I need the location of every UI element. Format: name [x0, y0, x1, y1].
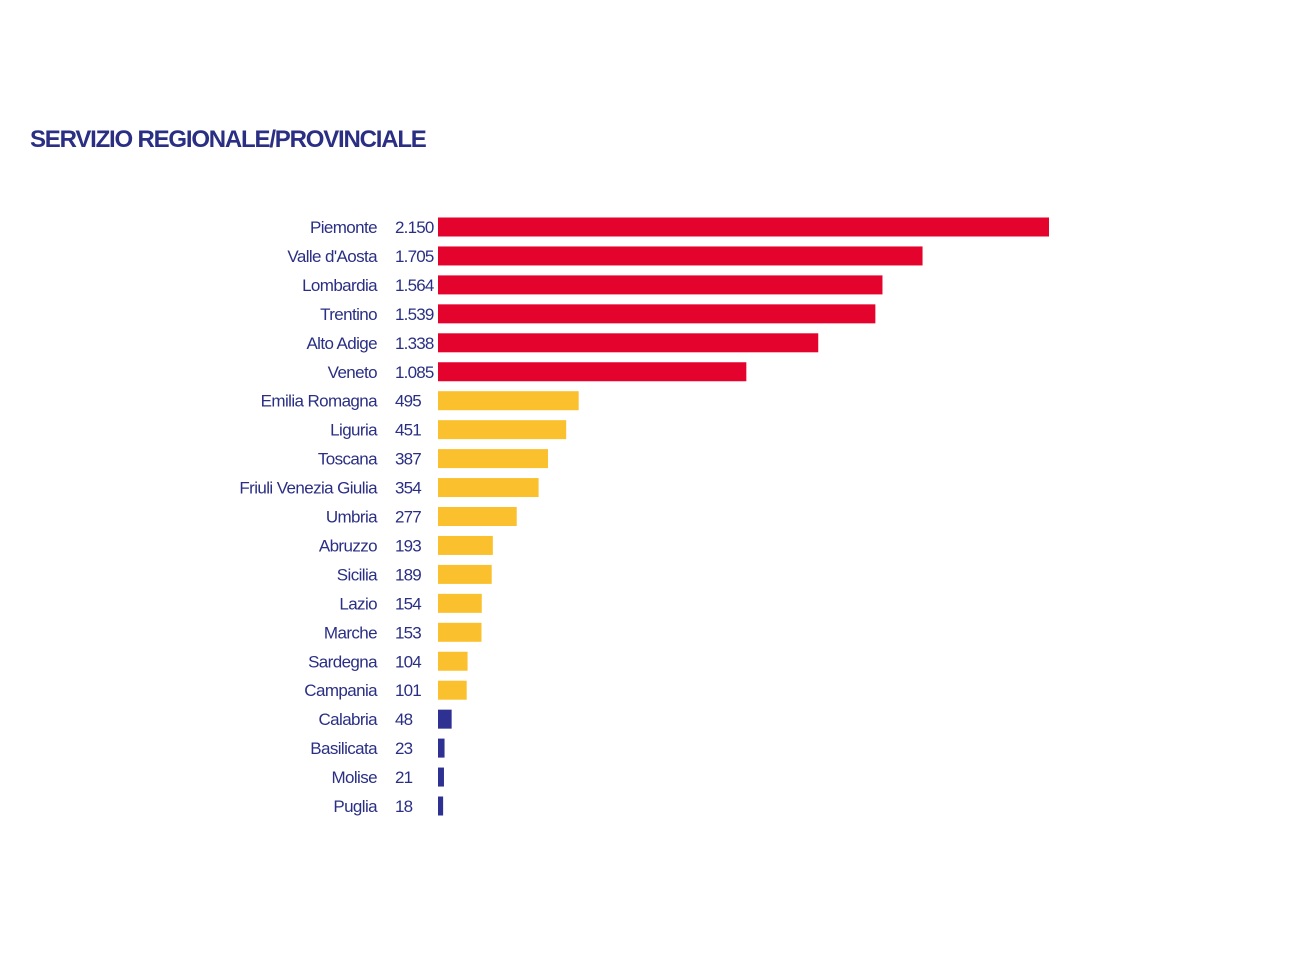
category-label: Piemonte — [310, 218, 377, 237]
category-label: Veneto — [328, 363, 377, 382]
value-label: 1.564 — [395, 276, 434, 295]
value-label: 1.705 — [395, 247, 434, 266]
bar-friuli-venezia-giulia — [438, 478, 539, 498]
bar-lombardia — [438, 275, 883, 295]
chart-title: SERVIZIO REGIONALE/PROVINCIALE — [30, 126, 427, 153]
bar-calabria — [438, 709, 452, 729]
category-label: Alto Adige — [306, 334, 377, 353]
value-label: 189 — [395, 565, 421, 584]
value-label: 21 — [395, 768, 413, 787]
category-label: Marche — [324, 623, 377, 642]
bar-trentino — [438, 304, 876, 324]
bar-puglia — [438, 796, 444, 816]
value-label: 18 — [395, 797, 413, 816]
bar-valle-d-aosta — [438, 246, 923, 266]
value-label: 154 — [395, 594, 421, 613]
bar-marche — [438, 622, 482, 642]
category-label: Toscana — [318, 450, 378, 469]
bar-liguria — [438, 420, 567, 440]
category-label: Basilicata — [310, 739, 378, 758]
value-label: 451 — [395, 421, 421, 440]
value-label: 104 — [395, 652, 421, 671]
category-label: Emilia Romagna — [261, 392, 378, 411]
category-label: Liguria — [330, 421, 378, 440]
bar-veneto — [438, 362, 747, 382]
category-label: Lazio — [339, 594, 377, 613]
bar-campania — [438, 680, 467, 700]
bar-toscana — [438, 449, 548, 469]
category-label: Puglia — [333, 797, 378, 816]
value-label: 153 — [395, 623, 421, 642]
bar-molise — [438, 767, 444, 787]
bar-sardegna — [438, 651, 468, 671]
value-label: 1.338 — [395, 334, 434, 353]
bar-sicilia — [438, 564, 492, 584]
bar-basilicata — [438, 738, 445, 758]
bars-layer — [438, 217, 1049, 816]
category-label: Valle d'Aosta — [287, 247, 378, 266]
category-label: Campania — [304, 681, 378, 700]
category-label: Umbria — [326, 508, 378, 527]
category-label: Abruzzo — [319, 536, 377, 555]
value-label: 48 — [395, 710, 413, 729]
value-label: 1.085 — [395, 363, 434, 382]
bar-lazio — [438, 593, 482, 613]
value-label: 2.150 — [395, 218, 434, 237]
value-label: 354 — [395, 479, 421, 498]
bar-umbria — [438, 507, 517, 526]
value-label: 23 — [395, 739, 413, 758]
labels-layer: Piemonte 2.150 Valle d'Aosta 1.705 Lombardia… — [239, 218, 434, 816]
category-label: Sardegna — [308, 652, 378, 671]
category-label: Sicilia — [337, 565, 378, 584]
category-label: Trentino — [320, 305, 377, 324]
bar-abruzzo — [438, 535, 493, 555]
category-label: Calabria — [318, 710, 378, 729]
bar-alto-adige — [438, 333, 819, 353]
bar-emilia-romagna — [438, 391, 579, 411]
value-label: 193 — [395, 536, 421, 555]
category-label: Friuli Venezia Giulia — [239, 479, 378, 498]
category-label: Molise — [331, 768, 377, 787]
bar-piemonte — [438, 217, 1049, 237]
value-label: 1.539 — [395, 305, 434, 324]
value-label: 387 — [395, 450, 421, 469]
value-label: 495 — [395, 392, 421, 411]
value-label: 101 — [395, 681, 421, 700]
category-label: Lombardia — [302, 276, 378, 295]
value-label: 277 — [395, 508, 421, 527]
